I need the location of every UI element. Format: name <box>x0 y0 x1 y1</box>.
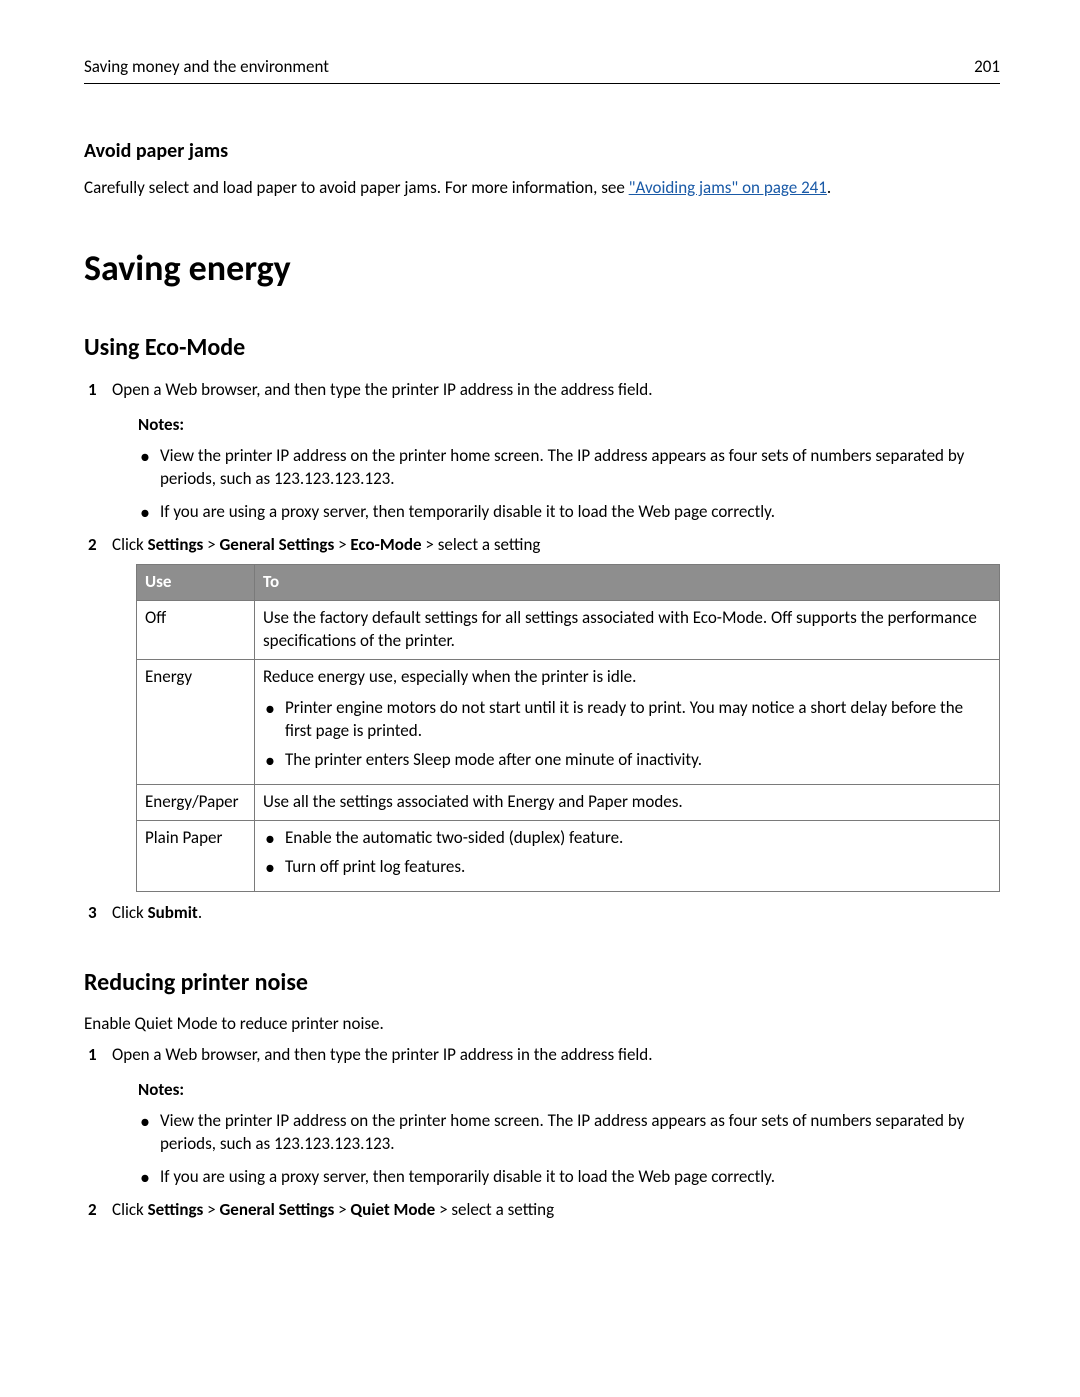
noise-steps: Open a Web browser, and then type the pr… <box>84 1044 1000 1222</box>
step-3-prefix: Click <box>112 902 148 923</box>
cell-to: Use the factory default settings for all… <box>255 601 1000 660</box>
eco-mode-table: Use To Off Use the factory default setti… <box>136 564 1000 891</box>
text-suffix: . <box>827 177 831 198</box>
step-3-suffix: . <box>198 902 202 923</box>
document-page: Saving money and the environment 201 Avo… <box>0 0 1080 1397</box>
cell-use: Energy/Paper <box>137 785 255 821</box>
note-item: View the printer IP address on the print… <box>138 445 1000 491</box>
step-2-text: Click Settings > General Settings > Quie… <box>112 1199 554 1220</box>
cell-to: Reduce energy use, especially when the p… <box>255 660 1000 785</box>
cell-bullets: Enable the automatic two-sided (duplex) … <box>263 827 991 879</box>
step-2-text: Click Settings > General Settings > Eco-… <box>112 534 540 555</box>
cell-use: Energy <box>137 660 255 785</box>
heading-using-eco-mode: Using Eco-Mode <box>84 332 1000 364</box>
step-1: Open a Web browser, and then type the pr… <box>84 379 1000 524</box>
heading-reducing-printer-noise: Reducing printer noise <box>84 967 1000 999</box>
table-row: Energy/Paper Use all the settings associ… <box>137 785 1000 821</box>
avoid-paper-jams-text: Carefully select and load paper to avoid… <box>84 177 1000 200</box>
cell-bullet: Enable the automatic two-sided (duplex) … <box>263 827 991 850</box>
note-item: If you are using a proxy server, then te… <box>138 501 1000 524</box>
table-row: Off Use the factory default settings for… <box>137 601 1000 660</box>
notes-label: Notes: <box>138 1079 1000 1102</box>
table-header-to: To <box>255 565 1000 601</box>
heading-saving-energy: Saving energy <box>84 244 1000 293</box>
step-3-bold: Submit <box>148 902 198 923</box>
page-number: 201 <box>974 56 1000 79</box>
cell-lead-text: Reduce energy use, especially when the p… <box>263 666 991 689</box>
step-1-text: Open a Web browser, and then type the pr… <box>112 379 653 400</box>
step-3: Click Submit. <box>84 902 1000 925</box>
cell-bullet: The printer enters Sleep mode after one … <box>263 749 991 772</box>
cell-use: Plain Paper <box>137 820 255 891</box>
step-1-text: Open a Web browser, and then type the pr… <box>112 1044 653 1065</box>
noise-intro: Enable Quiet Mode to reduce printer nois… <box>84 1013 1000 1036</box>
table-row: Energy Reduce energy use, especially whe… <box>137 660 1000 785</box>
table-header-use: Use <box>137 565 255 601</box>
step-2: Click Settings > General Settings > Quie… <box>84 1199 1000 1222</box>
heading-avoid-paper-jams: Avoid paper jams <box>84 138 1000 165</box>
notes-list: View the printer IP address on the print… <box>138 1110 1000 1189</box>
notes-list: View the printer IP address on the print… <box>138 445 1000 524</box>
running-header-title: Saving money and the environment <box>84 56 329 79</box>
table-header-row: Use To <box>137 565 1000 601</box>
step-2: Click Settings > General Settings > Eco-… <box>84 534 1000 892</box>
notes-block: Notes: View the printer IP address on th… <box>112 1079 1000 1189</box>
cell-bullets: Printer engine motors do not start until… <box>263 697 991 772</box>
cell-use: Off <box>137 601 255 660</box>
eco-mode-steps: Open a Web browser, and then type the pr… <box>84 379 1000 925</box>
step-1: Open a Web browser, and then type the pr… <box>84 1044 1000 1189</box>
text-prefix: Carefully select and load paper to avoid… <box>84 177 629 198</box>
cell-bullet: Printer engine motors do not start until… <box>263 697 991 743</box>
cell-to: Use all the settings associated with Ene… <box>255 785 1000 821</box>
note-item: If you are using a proxy server, then te… <box>138 1166 1000 1189</box>
cell-to: Enable the automatic two-sided (duplex) … <box>255 820 1000 891</box>
notes-label: Notes: <box>138 414 1000 437</box>
page-header: Saving money and the environment 201 <box>84 56 1000 84</box>
table-row: Plain Paper Enable the automatic two-sid… <box>137 820 1000 891</box>
avoiding-jams-link[interactable]: "Avoiding jams" on page 241 <box>629 177 827 198</box>
note-item: View the printer IP address on the print… <box>138 1110 1000 1156</box>
cell-bullet: Turn off print log features. <box>263 856 991 879</box>
notes-block: Notes: View the printer IP address on th… <box>112 414 1000 524</box>
